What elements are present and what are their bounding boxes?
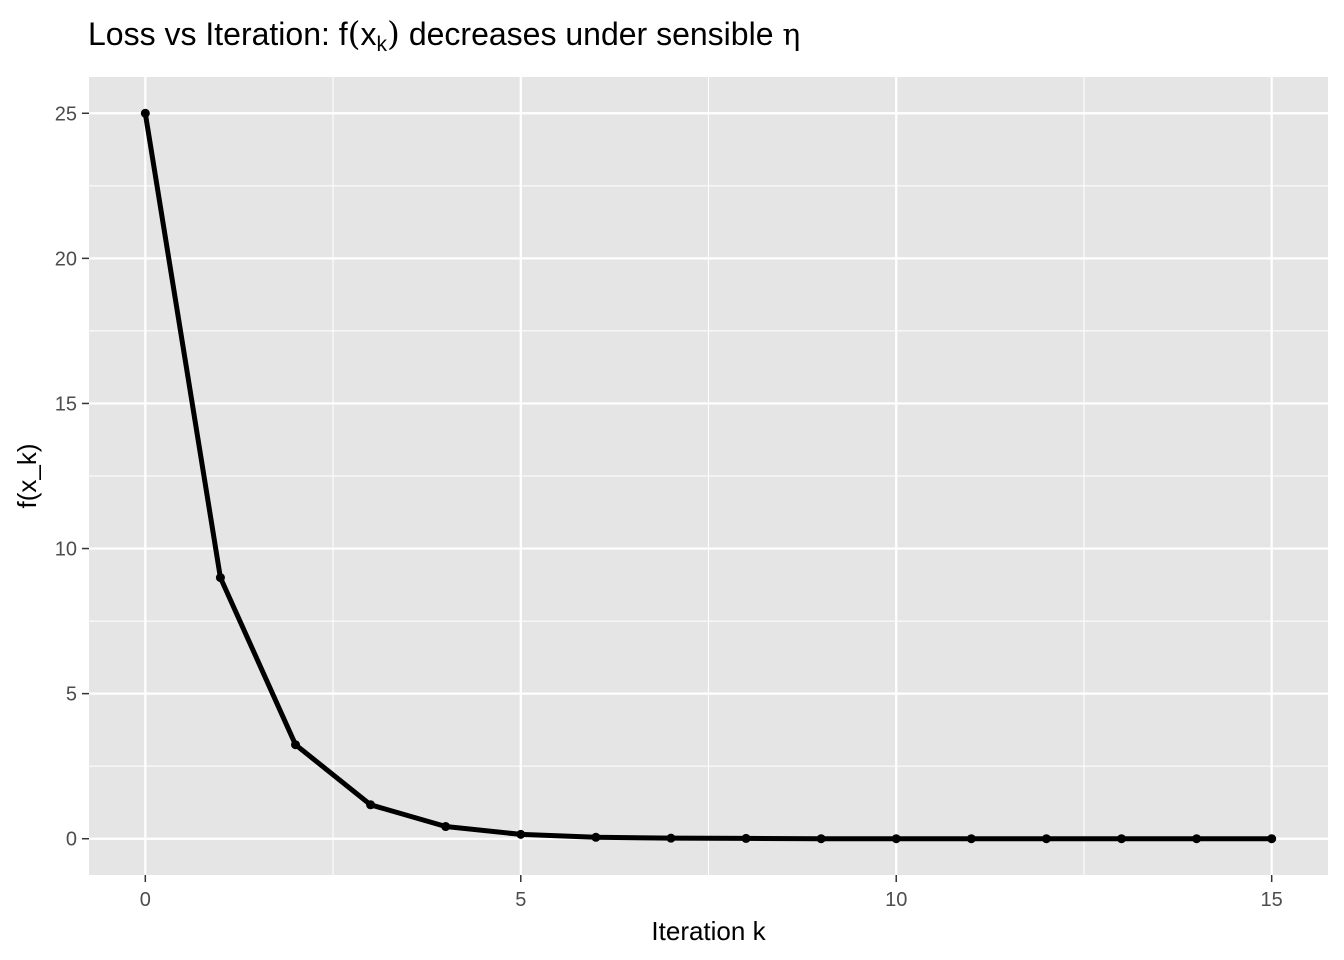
chart-title: Loss vs Iteration: f(xk) decreases under… [88, 14, 800, 57]
x-tick-label: 0 [140, 889, 151, 911]
data-point [816, 834, 826, 844]
title-eta: η [782, 18, 801, 53]
y-tick-label: 0 [66, 829, 77, 851]
x-tick-label: 15 [1261, 889, 1283, 911]
y-tick-label: 15 [55, 393, 77, 415]
minor-grid [89, 77, 1328, 875]
data-point [441, 822, 451, 832]
data-point [1267, 834, 1277, 844]
title-open-paren: ( [347, 14, 361, 53]
data-point [1117, 834, 1126, 844]
y-tick-label: 25 [55, 103, 77, 125]
axis-ticks [82, 112, 1273, 882]
y-tick-label: 20 [55, 248, 77, 270]
title-prefix: Loss vs Iteration: f [88, 16, 348, 52]
x-tick-label: 10 [885, 889, 907, 911]
title-close-paren: ) [387, 14, 400, 53]
data-point [741, 833, 751, 843]
y-axis-label: f(x_k) [12, 444, 42, 509]
data-point [140, 108, 150, 118]
x-tick-label: 5 [515, 889, 526, 911]
y-tick-label: 10 [55, 539, 77, 561]
data-point [666, 833, 676, 843]
x-axis-label: Iteration k [651, 916, 766, 946]
data-point [516, 829, 526, 839]
title-suffix: decreases under sensible [399, 16, 783, 52]
title-x: x [360, 16, 377, 52]
data-point [1192, 834, 1202, 844]
series-line [142, 112, 1272, 842]
data-point [891, 834, 901, 844]
data-point [1041, 834, 1051, 844]
data-point [215, 573, 225, 583]
tick-labels: 0 5 10 15 0 5 10 15 20 25 [55, 103, 1283, 911]
data-point [291, 740, 300, 750]
data-points [140, 108, 1277, 844]
y-tick-label: 5 [66, 684, 77, 706]
data-point [966, 834, 976, 844]
data-point [366, 800, 376, 810]
title-subscript: k [376, 33, 388, 56]
data-point [591, 832, 601, 842]
